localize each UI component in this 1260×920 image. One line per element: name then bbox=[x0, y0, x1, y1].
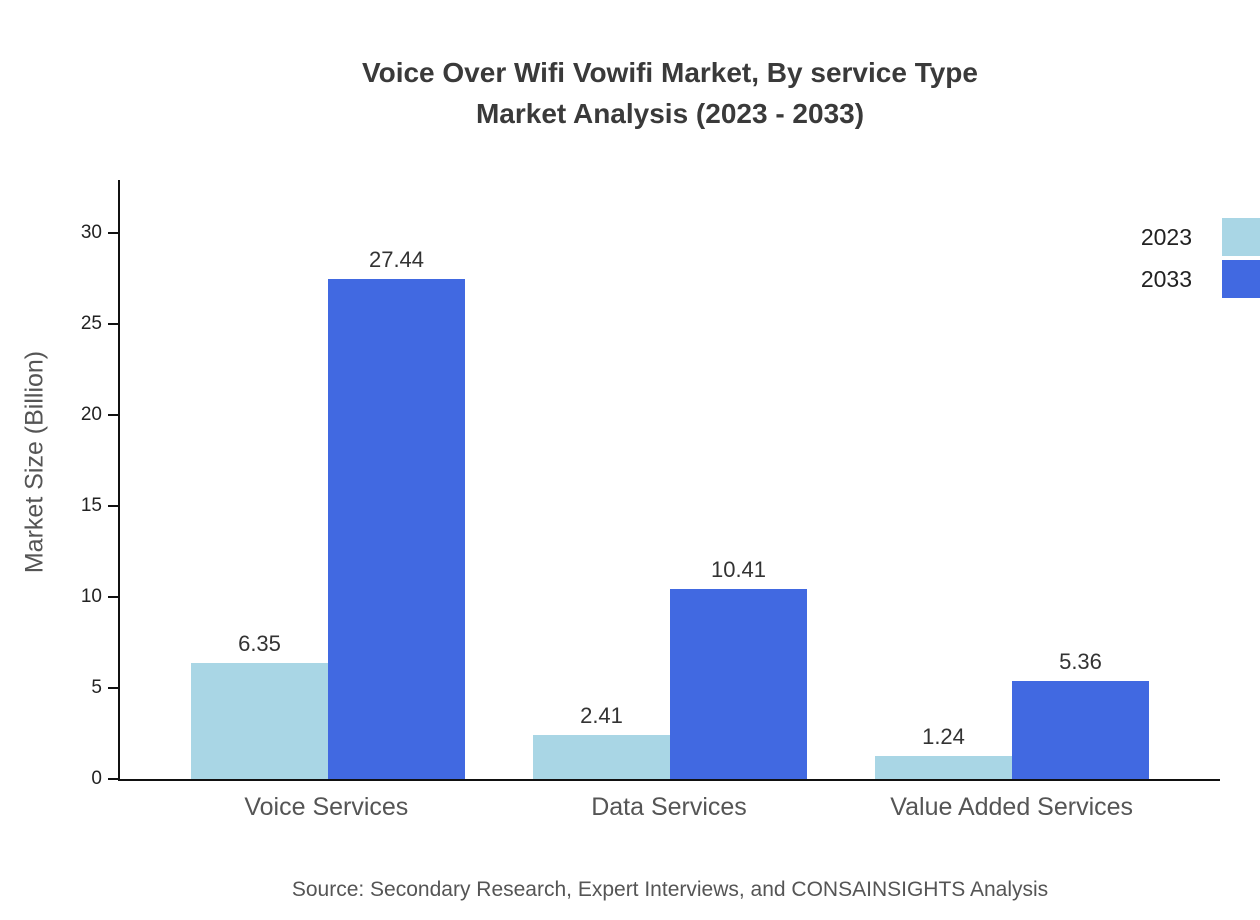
legend-label-2033: 2033 bbox=[1140, 265, 1192, 292]
x-axis-labels: Voice Services Data Services Value Added S… bbox=[118, 793, 1220, 822]
bar-value-label: 10.41 bbox=[710, 557, 767, 583]
bar-wrap-2023-voice-services: 6.35 bbox=[191, 631, 328, 779]
bar-group-data-services: 2.41 10.41 bbox=[499, 557, 841, 779]
bar-2033-voice-services bbox=[328, 279, 465, 779]
y-tick-label: 5 bbox=[91, 676, 102, 698]
bar-2023-voice-services bbox=[191, 663, 328, 779]
y-tick-5: 5 bbox=[91, 677, 118, 698]
bar-group-value-added-services: 1.24 5.36 bbox=[841, 649, 1183, 779]
y-tick-25: 25 bbox=[81, 313, 118, 334]
legend-item-2023: 2023 bbox=[1141, 218, 1260, 256]
y-tick-label: 20 bbox=[80, 403, 102, 425]
bar-value-label: 5.36 bbox=[1059, 649, 1102, 675]
legend-swatch-2033 bbox=[1222, 260, 1260, 298]
bar-value-label: 27.44 bbox=[368, 247, 425, 273]
bar-group-voice-services: 6.35 27.44 bbox=[157, 247, 499, 779]
chart-title-line-2: Market Analysis (2023 - 2033) bbox=[475, 98, 865, 129]
bar-value-label: 2.41 bbox=[580, 703, 623, 729]
bar-wrap-2033-value-added-services: 5.36 bbox=[1012, 649, 1149, 779]
y-tick-label: 15 bbox=[80, 494, 102, 516]
bar-wrap-2023-value-added-services: 1.24 bbox=[875, 724, 1012, 779]
bar-value-label: 6.35 bbox=[238, 631, 281, 657]
y-tick-30: 30 bbox=[81, 222, 118, 243]
legend-swatch-2023 bbox=[1222, 218, 1260, 256]
bar-value-label: 1.24 bbox=[922, 724, 965, 750]
y-tick-label: 10 bbox=[80, 585, 102, 607]
chart-title: Voice Over Wifi Vowifi Market, By servic… bbox=[80, 52, 1260, 134]
y-axis-title: Market Size (Billion) bbox=[20, 350, 49, 574]
y-tick-15: 15 bbox=[81, 495, 118, 516]
x-axis-label-voice-services: Voice Services bbox=[244, 793, 409, 821]
bar-wrap-2033-voice-services: 27.44 bbox=[328, 247, 465, 779]
bar-2023-data-services bbox=[533, 735, 670, 779]
bar-2033-value-added-services bbox=[1012, 681, 1149, 779]
y-tick-20: 20 bbox=[81, 404, 118, 425]
y-tick-10: 10 bbox=[81, 586, 118, 607]
y-tick-0: 0 bbox=[91, 768, 118, 789]
chart-title-line-1: Voice Over Wifi Vowifi Market, By servic… bbox=[362, 57, 978, 88]
bar-2023-value-added-services bbox=[875, 756, 1012, 779]
y-tick-label: 0 bbox=[91, 768, 102, 789]
y-tick-label: 30 bbox=[80, 221, 102, 243]
source-note: Source: Secondary Research, Expert Inter… bbox=[291, 878, 1049, 901]
legend-label-2023: 2023 bbox=[1140, 223, 1192, 250]
y-tick-label: 25 bbox=[80, 312, 102, 334]
x-axis-label-data-services: Data Services bbox=[591, 793, 747, 821]
bar-2033-data-services bbox=[670, 589, 807, 779]
legend-item-2033: 2033 bbox=[1141, 260, 1260, 298]
bar-wrap-2033-data-services: 10.41 bbox=[670, 557, 807, 779]
legend: 2023 2033 bbox=[1141, 218, 1260, 298]
bar-wrap-2023-data-services: 2.41 bbox=[533, 703, 670, 779]
x-axis-label-value-added-services: Value Added Services bbox=[890, 793, 1134, 821]
plot-area: 0 5 10 15 20 25 30 6.35 27.44 2.41 10.41 1.24 5.36 bbox=[81, 180, 1220, 789]
bar-groups: 6.35 27.44 2.41 10.41 1.24 5.36 bbox=[120, 180, 1220, 779]
